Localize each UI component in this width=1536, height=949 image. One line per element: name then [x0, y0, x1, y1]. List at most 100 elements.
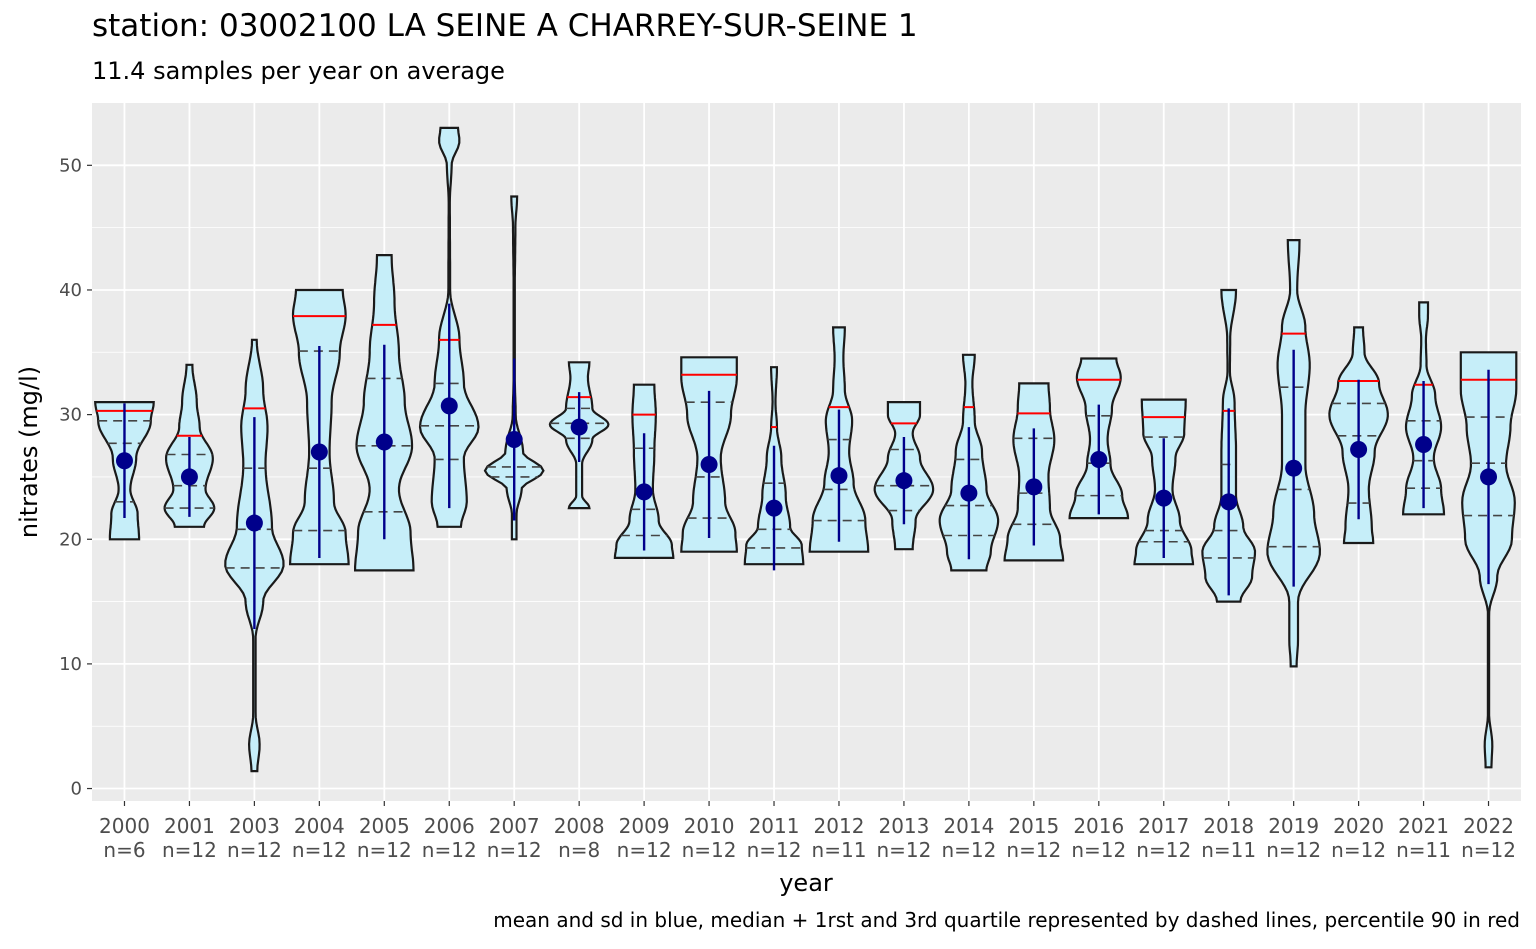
mean-point — [700, 455, 718, 473]
mean-point — [1220, 493, 1238, 511]
x-tick-count: n=11 — [812, 838, 867, 862]
x-tick-count: n=12 — [292, 838, 347, 862]
y-tick-label: 10 — [59, 654, 82, 675]
y-axis-title: nitrates (mg/l) — [15, 366, 43, 538]
violin-group — [743, 366, 805, 571]
x-tick-label: 2000 — [99, 814, 150, 838]
mean-point — [765, 499, 783, 517]
mean-point — [115, 452, 133, 470]
violin-group — [1133, 398, 1195, 566]
x-tick-count: n=12 — [422, 838, 477, 862]
violin-group — [1201, 288, 1257, 603]
mean-point — [1415, 436, 1433, 454]
mean-point — [1155, 489, 1173, 507]
violin-group — [354, 254, 415, 572]
x-tick-count: n=8 — [558, 838, 600, 862]
x-tick-label: 2015 — [1008, 814, 1059, 838]
x-tick-count: n=12 — [941, 838, 996, 862]
violin-group — [1068, 357, 1130, 520]
violin-group — [1266, 239, 1322, 668]
violin-group — [94, 401, 155, 541]
violins — [94, 126, 1518, 773]
x-tick-label: 2010 — [684, 814, 735, 838]
mean-point — [1285, 459, 1303, 477]
chart-subtitle: 11.4 samples per year on average — [92, 57, 505, 85]
violin-group — [938, 353, 1000, 572]
x-tick-count: n=12 — [1006, 838, 1061, 862]
x-tick-count: n=12 — [1266, 838, 1321, 862]
x-tick-label: 2001 — [164, 814, 215, 838]
mean-point — [505, 431, 523, 449]
chart-caption: mean and sd in blue, median + 1rst and 3… — [493, 908, 1520, 932]
violin-group — [1459, 351, 1518, 769]
x-axis-ticks: 2000n=62001n=122003n=122004n=122005n=122… — [99, 801, 1516, 862]
violin-group — [288, 288, 350, 566]
y-tick-label: 30 — [59, 405, 82, 426]
x-tick-label: 2018 — [1203, 814, 1254, 838]
x-tick-label: 2013 — [878, 814, 929, 838]
mean-point — [960, 484, 978, 502]
x-tick-count: n=12 — [227, 838, 282, 862]
violin-group — [483, 195, 545, 541]
chart-title: station: 03002100 LA SEINE A CHARREY-SUR… — [92, 8, 918, 44]
x-tick-label: 2016 — [1073, 814, 1124, 838]
mean-point — [375, 433, 393, 451]
mean-point — [245, 514, 263, 532]
x-tick-label: 2006 — [424, 814, 475, 838]
violin-group — [1328, 326, 1389, 545]
mean-point — [1480, 468, 1498, 486]
x-tick-count: n=12 — [682, 838, 737, 862]
y-axis-ticks: 0 10 20 30 40 50 — [59, 155, 92, 800]
x-tick-count: n=12 — [1071, 838, 1126, 862]
mean-point — [635, 483, 653, 501]
x-tick-label: 2008 — [554, 814, 605, 838]
violin-group — [680, 356, 738, 553]
violin-group — [873, 401, 935, 551]
x-tick-label: 2009 — [619, 814, 670, 838]
x-tick-label: 2012 — [814, 814, 865, 838]
x-tick-label: 2011 — [749, 814, 800, 838]
x-tick-label: 2014 — [943, 814, 994, 838]
mean-point — [310, 443, 328, 461]
y-tick-label: 0 — [71, 779, 82, 800]
x-tick-count: n=12 — [747, 838, 802, 862]
violin-group — [418, 126, 480, 528]
violin-group — [224, 338, 285, 773]
x-tick-label: 2005 — [359, 814, 410, 838]
x-tick-count: n=6 — [103, 838, 145, 862]
violin-group — [808, 326, 870, 553]
violin-group — [163, 363, 216, 528]
x-tick-label: 2017 — [1138, 814, 1189, 838]
x-tick-label: 2022 — [1463, 814, 1514, 838]
x-tick-count: n=12 — [617, 838, 672, 862]
mean-point — [895, 472, 913, 490]
violin-group — [548, 361, 610, 510]
x-tick-count: n=12 — [487, 838, 542, 862]
y-tick-label: 20 — [59, 529, 82, 550]
x-tick-label: 2003 — [229, 814, 280, 838]
x-tick-label: 2019 — [1268, 814, 1319, 838]
y-tick-label: 40 — [59, 280, 82, 301]
x-tick-count: n=12 — [876, 838, 931, 862]
x-tick-count: n=12 — [1331, 838, 1386, 862]
mean-point — [1350, 441, 1368, 459]
violin-group — [1401, 301, 1446, 516]
mean-point — [570, 418, 588, 436]
x-tick-count: n=12 — [162, 838, 217, 862]
x-axis-title: year — [779, 869, 833, 897]
mean-point — [830, 467, 848, 485]
x-tick-label: 2007 — [489, 814, 540, 838]
mean-point — [1090, 450, 1108, 468]
y-tick-label: 50 — [59, 155, 82, 176]
x-tick-count: n=12 — [357, 838, 412, 862]
x-tick-count: n=11 — [1396, 838, 1451, 862]
x-tick-count: n=12 — [1136, 838, 1191, 862]
violin-group — [1003, 382, 1065, 562]
mean-point — [440, 397, 458, 415]
mean-point — [180, 468, 198, 486]
plot-panel — [92, 103, 1521, 801]
mean-point — [1025, 478, 1043, 496]
x-tick-label: 2020 — [1333, 814, 1384, 838]
x-tick-label: 2021 — [1398, 814, 1449, 838]
